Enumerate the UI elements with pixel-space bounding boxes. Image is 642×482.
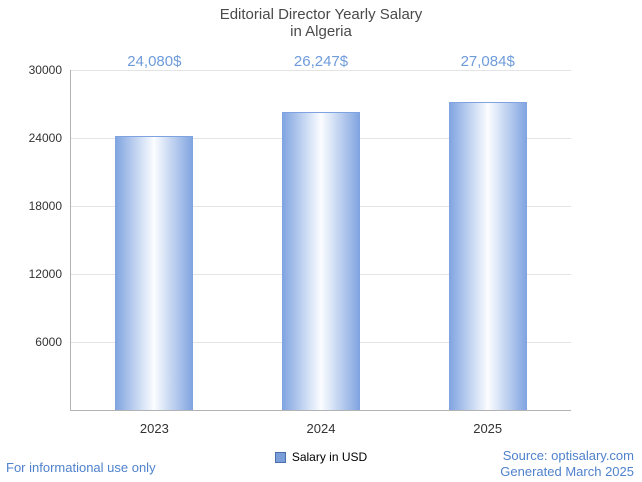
- x-axis-tick-label: 2025: [473, 421, 503, 436]
- chart-title-line2: in Algeria: [290, 23, 352, 40]
- bar-group: 24,080$ 2023: [71, 53, 238, 436]
- chart-title: Editorial Director Yearly Salary in Alge…: [0, 6, 642, 40]
- disclaimer-text: For informational use only: [6, 460, 156, 475]
- bar-group: 27,084$ 2025: [404, 53, 571, 436]
- y-axis: 6000 12000 18000 24000 30000: [14, 63, 62, 410]
- chart-title-line1: Editorial Director Yearly Salary: [219, 6, 423, 23]
- y-axis-tick-label: 6000: [35, 335, 62, 349]
- y-axis-tick-label: 18000: [28, 199, 62, 213]
- bar-group: 26,247$ 2024: [238, 53, 405, 436]
- y-axis-tick-label: 12000: [28, 267, 62, 281]
- y-axis-tick-label: 24000: [28, 131, 62, 145]
- gridline: [71, 70, 571, 71]
- bar-value-label: 27,084$: [460, 53, 515, 70]
- legend-label: Salary in USD: [291, 450, 368, 464]
- bar: [115, 136, 194, 410]
- bar-value-label: 26,247$: [293, 53, 349, 70]
- source-link[interactable]: Source: optisalary.com: [502, 448, 634, 463]
- legend-swatch-icon: [274, 451, 286, 463]
- plot-area: 24,080$ 2023 26,247$ 2024 27,084$ 2025: [70, 53, 571, 436]
- legend: Salary in USD: [0, 450, 642, 464]
- bar: [282, 111, 360, 410]
- x-axis-tick-label: 2024: [306, 421, 336, 436]
- x-axis-tick-label: 2023: [139, 421, 169, 436]
- bar: [448, 102, 527, 410]
- generated-text: Generated March 2025: [500, 464, 634, 479]
- attribution: Source: optisalary.com Generated March 2…: [500, 448, 634, 480]
- y-axis-tick-label: 30000: [28, 63, 62, 77]
- bar-value-label: 24,080$: [127, 53, 182, 70]
